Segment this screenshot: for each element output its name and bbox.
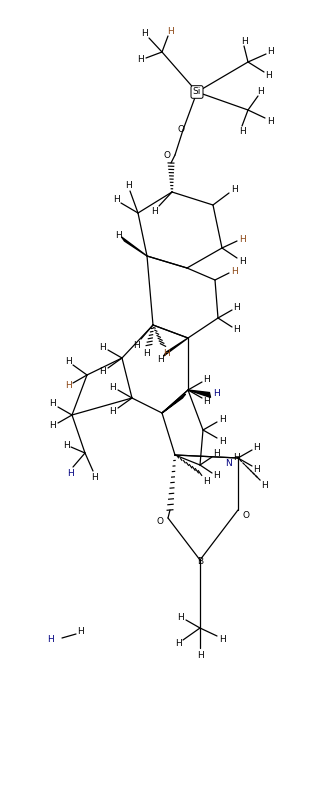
Text: H: H bbox=[204, 396, 210, 406]
Text: H: H bbox=[214, 471, 220, 480]
Text: H: H bbox=[65, 380, 71, 389]
Text: H: H bbox=[167, 26, 173, 35]
Text: H: H bbox=[267, 117, 273, 125]
Text: H: H bbox=[124, 181, 132, 190]
Polygon shape bbox=[122, 237, 147, 256]
Text: H: H bbox=[266, 70, 272, 79]
Text: H: H bbox=[233, 452, 239, 462]
Text: H: H bbox=[138, 55, 144, 65]
Text: H: H bbox=[239, 256, 245, 265]
Text: H: H bbox=[219, 436, 225, 446]
Text: H: H bbox=[231, 267, 237, 276]
Text: H: H bbox=[219, 634, 225, 643]
Text: H: H bbox=[196, 650, 204, 659]
Text: H: H bbox=[204, 476, 210, 486]
Text: H: H bbox=[110, 383, 116, 392]
Text: H: H bbox=[140, 30, 148, 38]
Text: H: H bbox=[175, 639, 181, 649]
Text: H: H bbox=[76, 627, 84, 637]
Text: H: H bbox=[92, 472, 98, 482]
Text: O: O bbox=[178, 125, 185, 134]
Polygon shape bbox=[164, 338, 188, 356]
Text: H: H bbox=[67, 468, 73, 478]
Text: B: B bbox=[197, 558, 203, 566]
Text: H: H bbox=[113, 196, 119, 205]
Text: H: H bbox=[204, 375, 210, 384]
Text: H: H bbox=[219, 415, 225, 423]
Text: H: H bbox=[234, 325, 240, 335]
Text: H: H bbox=[214, 450, 220, 459]
Text: H: H bbox=[100, 343, 106, 352]
Text: O: O bbox=[164, 150, 171, 160]
Text: H: H bbox=[241, 37, 247, 46]
Text: H: H bbox=[239, 234, 245, 244]
Text: H: H bbox=[231, 185, 237, 194]
Text: H: H bbox=[100, 367, 106, 376]
Text: H: H bbox=[134, 340, 140, 349]
Text: H: H bbox=[63, 440, 69, 450]
Text: N: N bbox=[225, 459, 231, 467]
Text: H: H bbox=[254, 443, 260, 451]
Text: O: O bbox=[243, 511, 250, 519]
Text: Si: Si bbox=[193, 88, 201, 97]
Text: H: H bbox=[152, 206, 158, 216]
Text: H: H bbox=[50, 422, 56, 431]
Text: O: O bbox=[156, 516, 164, 526]
Text: H: H bbox=[65, 357, 71, 367]
Text: H: H bbox=[239, 128, 245, 137]
Polygon shape bbox=[162, 394, 186, 413]
Text: H: H bbox=[212, 389, 220, 399]
Text: H: H bbox=[258, 86, 264, 96]
Polygon shape bbox=[188, 390, 211, 397]
Text: H: H bbox=[144, 348, 150, 357]
Text: H: H bbox=[110, 407, 116, 415]
Text: H: H bbox=[268, 47, 274, 57]
Text: H: H bbox=[234, 304, 240, 312]
Text: H: H bbox=[178, 613, 184, 622]
Text: H: H bbox=[47, 635, 53, 645]
Text: H: H bbox=[163, 348, 169, 357]
Text: H: H bbox=[254, 464, 260, 474]
Text: H: H bbox=[262, 482, 268, 491]
Text: H: H bbox=[115, 230, 121, 240]
Text: H: H bbox=[50, 400, 56, 408]
Text: H: H bbox=[156, 355, 164, 364]
